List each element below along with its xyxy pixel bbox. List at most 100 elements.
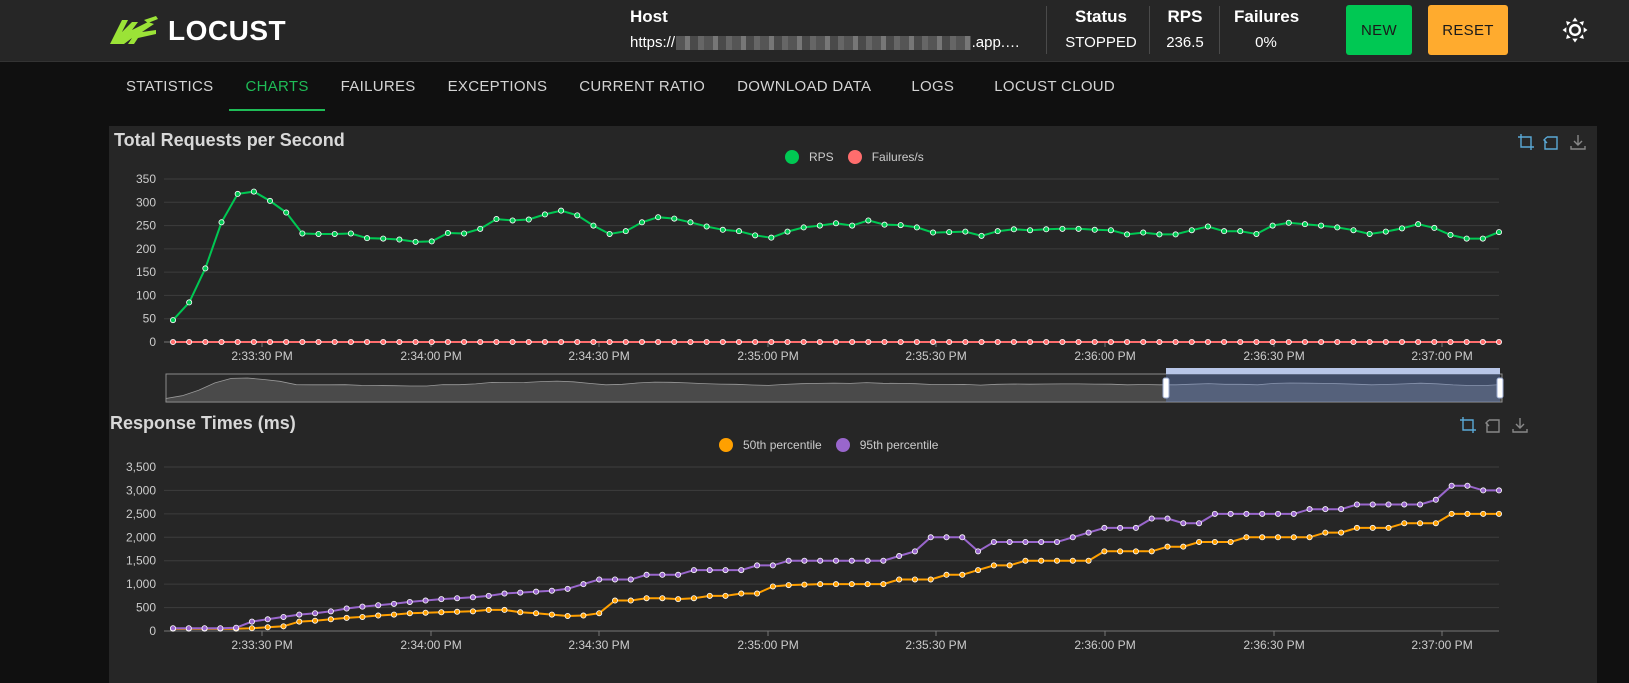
data-point[interactable] [170,338,177,345]
data-point[interactable] [218,219,225,226]
data-point[interactable] [1275,534,1282,541]
data-point[interactable] [1306,506,1313,513]
zoom-select-icon[interactable] [1517,133,1535,151]
data-point[interactable] [1148,515,1155,522]
data-point[interactable] [1269,338,1276,345]
data-point[interactable] [833,220,840,227]
data-point[interactable] [687,338,694,345]
data-point[interactable] [911,548,918,555]
data-point[interactable] [994,338,1001,345]
data-point[interactable] [444,230,451,237]
data-point[interactable] [461,230,468,237]
data-point[interactable] [864,557,871,564]
data-point[interactable] [331,230,338,237]
data-point[interactable] [754,590,761,597]
data-point[interactable] [1059,338,1066,345]
data-point[interactable] [1211,510,1218,517]
data-point[interactable] [454,595,461,602]
data-point[interactable] [959,534,966,541]
data-point[interactable] [622,338,629,345]
data-point[interactable] [1448,510,1455,517]
data-point[interactable] [1369,501,1376,508]
tab-locust-cloud[interactable]: LOCUST CLOUD [994,77,1116,95]
data-point[interactable] [359,603,366,610]
reset-button[interactable]: RESET [1428,5,1508,55]
data-point[interactable] [1447,338,1454,345]
data-point[interactable] [509,338,516,345]
data-point[interactable] [897,338,904,345]
data-point[interactable] [690,567,697,574]
data-point[interactable] [1091,338,1098,345]
slider-move-handle[interactable] [1166,368,1500,374]
data-point[interactable] [1221,228,1228,235]
data-point[interactable] [1075,338,1082,345]
data-point[interactable] [816,338,823,345]
data-point[interactable] [671,215,678,222]
data-point[interactable] [312,610,319,617]
data-point[interactable] [880,581,887,588]
zoom-reset-icon[interactable] [1485,416,1503,434]
data-point[interactable] [1432,520,1439,527]
data-point[interactable] [574,212,581,219]
data-point[interactable] [943,534,950,541]
data-point[interactable] [606,338,613,345]
data-point[interactable] [785,582,792,589]
data-point[interactable] [1085,557,1092,564]
zoom-select-icon[interactable] [1459,416,1477,434]
data-point[interactable] [622,228,629,235]
data-point[interactable] [1211,538,1218,545]
tab-failures[interactable]: FAILURES [340,77,416,95]
data-point[interactable] [627,597,634,604]
data-point[interactable] [1334,338,1341,345]
data-point[interactable] [1243,534,1250,541]
data-point[interactable] [1496,338,1503,345]
data-point[interactable] [590,222,597,229]
data-point[interactable] [848,581,855,588]
data-point[interactable] [390,611,397,618]
data-point[interactable] [768,338,775,345]
data-point[interactable] [833,581,840,588]
data-point[interactable] [444,338,451,345]
data-point[interactable] [913,224,920,231]
data-point[interactable] [1132,548,1139,555]
data-point[interactable] [1164,543,1171,550]
data-point[interactable] [1350,338,1357,345]
data-point[interactable] [738,567,745,574]
tab-exceptions[interactable]: EXCEPTIONS [447,77,548,95]
data-point[interactable] [990,562,997,569]
data-point[interactable] [1338,506,1345,513]
data-point[interactable] [1353,501,1360,508]
data-point[interactable] [655,338,662,345]
data-point[interactable] [897,222,904,229]
data-point[interactable] [1417,501,1424,508]
data-point[interactable] [849,338,856,345]
tab-statistics[interactable]: STATISTICS [126,77,214,95]
data-point[interactable] [1038,538,1045,545]
legend-item-rps[interactable]: RPS [785,150,834,164]
data-point[interactable] [1301,221,1308,228]
data-point[interactable] [719,226,726,233]
data-point[interactable] [638,219,645,226]
tab-download-data[interactable]: DOWNLOAD DATA [737,77,872,95]
data-point[interactable] [1369,524,1376,531]
data-point[interactable] [768,234,775,241]
data-point[interactable] [493,338,500,345]
data-point[interactable] [248,618,255,625]
data-point[interactable] [1415,221,1422,228]
data-point[interactable] [315,338,322,345]
data-point[interactable] [1318,338,1325,345]
data-point[interactable] [1069,534,1076,541]
data-point[interactable] [849,222,856,229]
data-point[interactable] [1480,510,1487,517]
data-point[interactable] [312,617,319,624]
data-point[interactable] [896,553,903,560]
data-point[interactable] [722,567,729,574]
data-point[interactable] [1496,229,1503,236]
data-point[interactable] [1301,338,1308,345]
data-point[interactable] [880,557,887,564]
data-point[interactable] [1290,534,1297,541]
data-point[interactable] [185,625,192,632]
data-point[interactable] [675,596,682,603]
data-point[interactable] [801,557,808,564]
data-point[interactable] [927,534,934,541]
